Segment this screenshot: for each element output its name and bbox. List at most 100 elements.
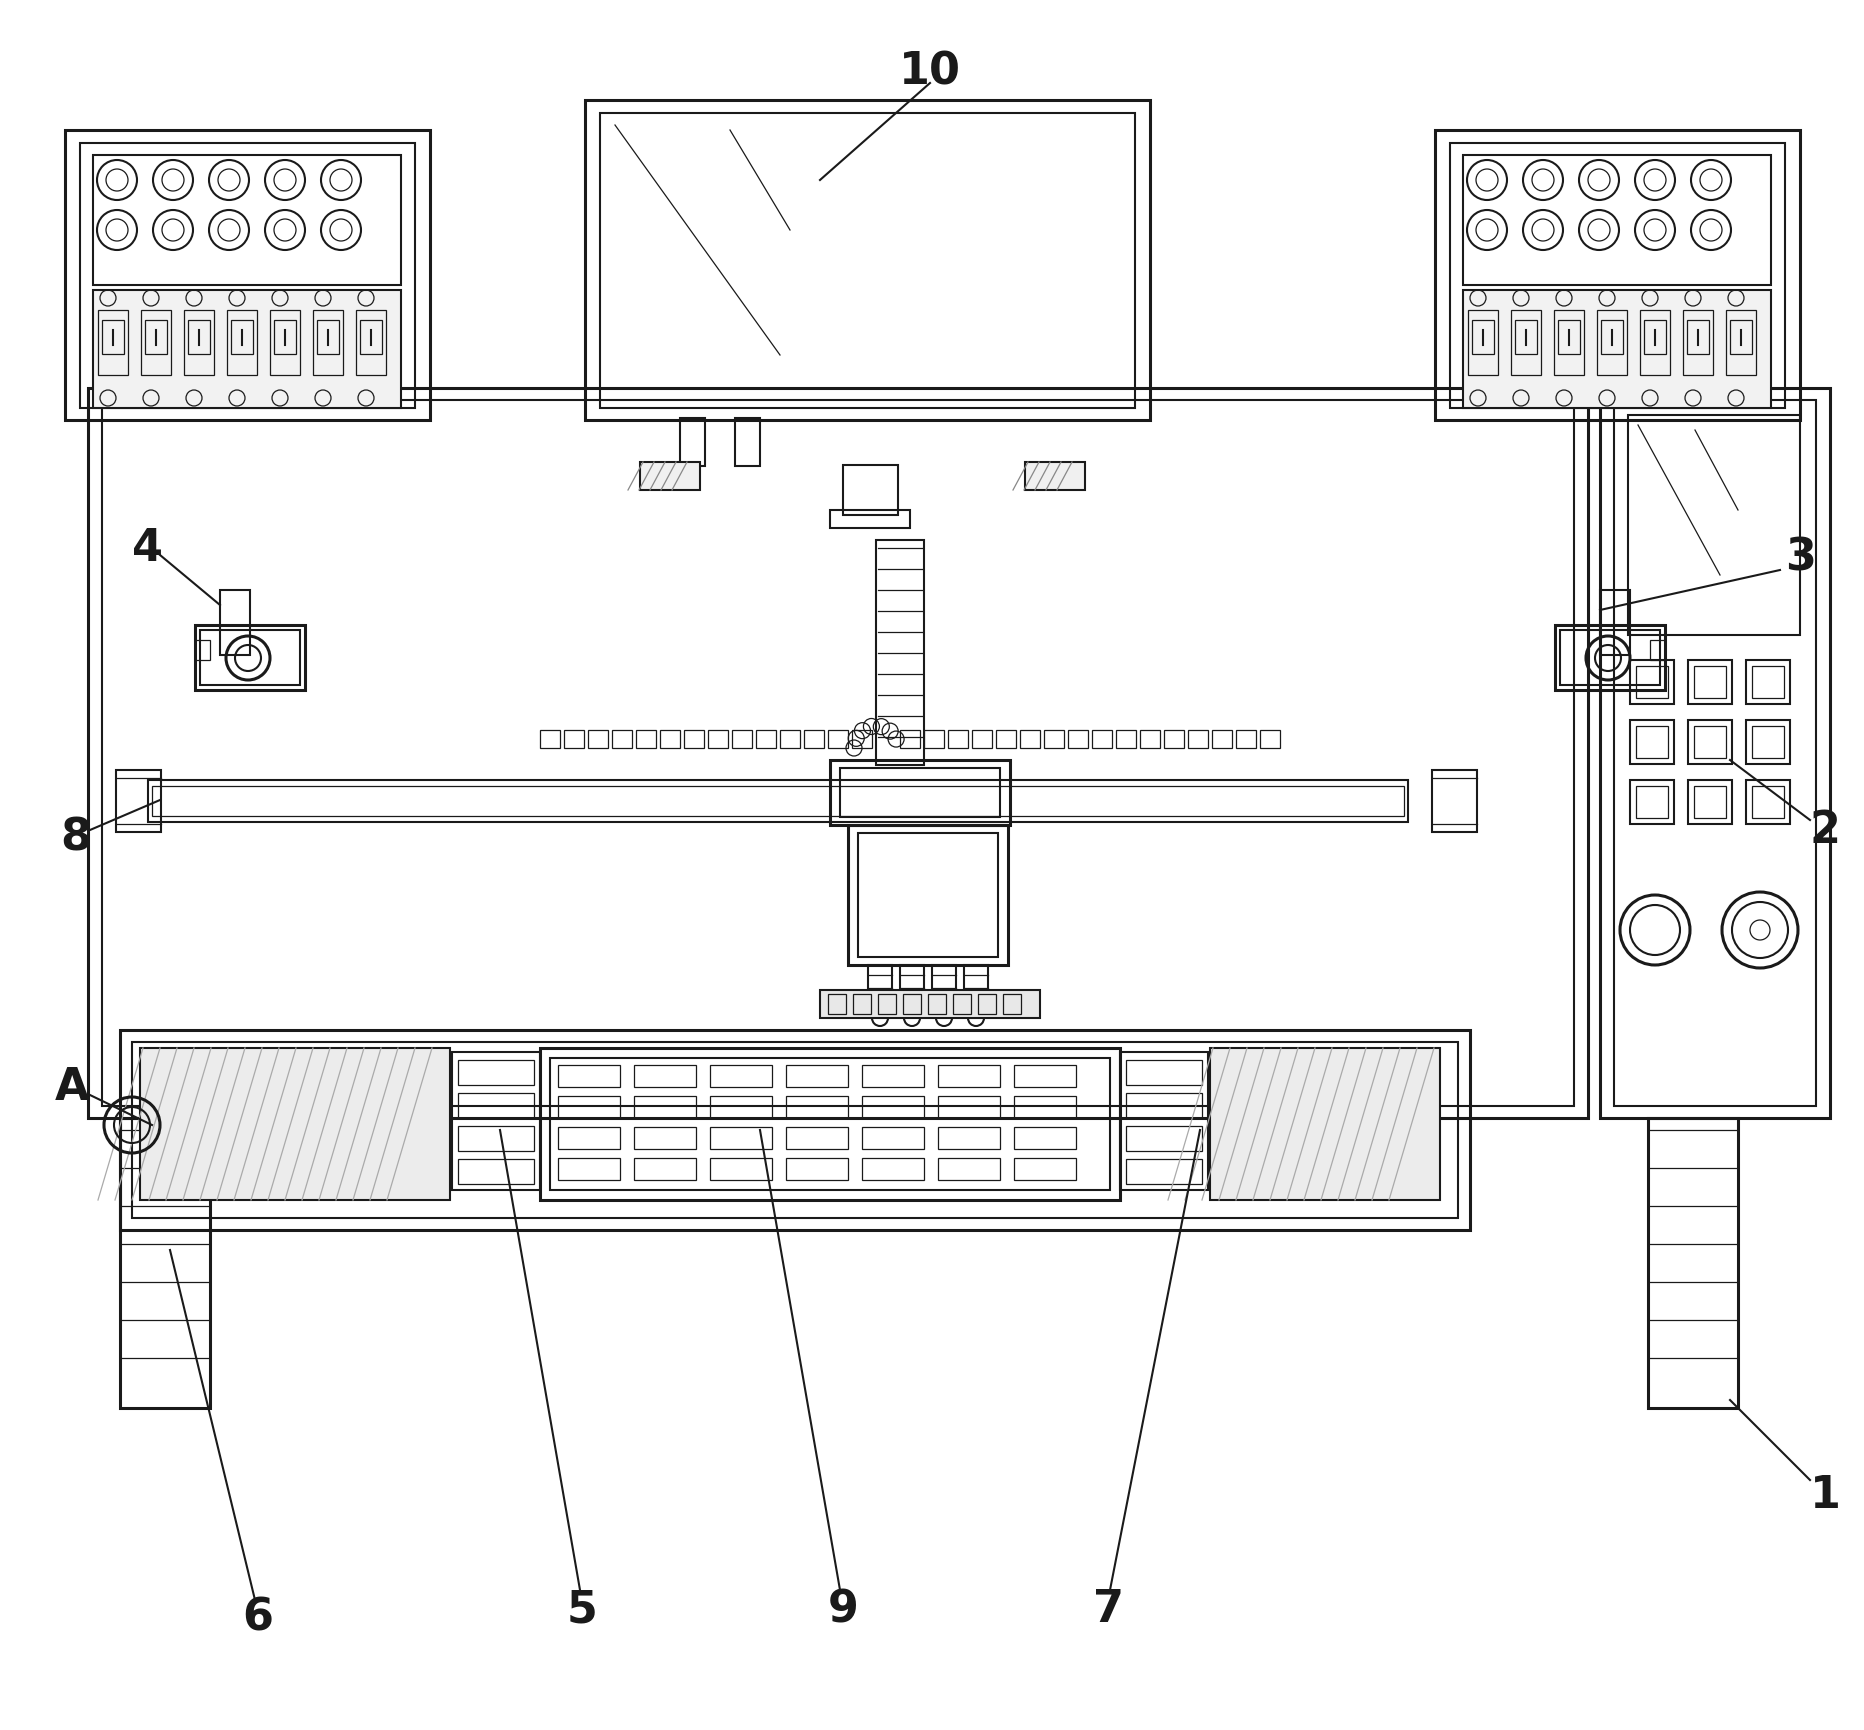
- Bar: [1635, 727, 1666, 758]
- Bar: [785, 1066, 848, 1086]
- Bar: [710, 1157, 772, 1180]
- Bar: [867, 965, 891, 1016]
- Bar: [785, 1126, 848, 1149]
- Bar: [861, 1157, 923, 1180]
- Bar: [557, 1126, 619, 1149]
- Bar: [634, 1157, 695, 1180]
- Bar: [1126, 1126, 1202, 1150]
- Text: 9: 9: [828, 1588, 857, 1631]
- Bar: [829, 759, 1010, 825]
- Bar: [557, 1097, 619, 1118]
- Text: 1: 1: [1808, 1474, 1840, 1517]
- Bar: [1693, 666, 1724, 697]
- Bar: [848, 825, 1007, 965]
- Bar: [1514, 320, 1536, 355]
- Bar: [550, 1059, 1109, 1190]
- Bar: [839, 768, 999, 817]
- Bar: [196, 625, 306, 690]
- Bar: [274, 320, 296, 355]
- Bar: [953, 995, 971, 1014]
- Bar: [938, 1126, 999, 1149]
- Bar: [734, 419, 761, 465]
- Bar: [1553, 310, 1583, 375]
- Bar: [459, 1093, 533, 1118]
- Bar: [947, 730, 967, 747]
- Bar: [1599, 388, 1829, 1118]
- Bar: [451, 1052, 541, 1190]
- Bar: [828, 995, 846, 1014]
- Bar: [600, 112, 1135, 408]
- Bar: [971, 730, 992, 747]
- Bar: [103, 400, 1573, 1105]
- Bar: [902, 995, 921, 1014]
- Bar: [1750, 666, 1784, 697]
- Bar: [964, 965, 988, 1016]
- Bar: [1627, 415, 1799, 635]
- Bar: [1745, 780, 1789, 823]
- Bar: [708, 730, 727, 747]
- Bar: [829, 510, 910, 528]
- Bar: [1448, 144, 1784, 408]
- Bar: [563, 730, 583, 747]
- Bar: [1555, 625, 1665, 690]
- Bar: [684, 730, 703, 747]
- Bar: [231, 320, 254, 355]
- Bar: [1126, 1060, 1202, 1085]
- Text: 6: 6: [242, 1597, 274, 1640]
- Bar: [459, 1126, 533, 1150]
- Bar: [1687, 661, 1732, 704]
- Bar: [119, 1118, 211, 1408]
- Bar: [1260, 730, 1279, 747]
- Bar: [360, 320, 382, 355]
- Bar: [459, 1159, 533, 1183]
- Bar: [611, 730, 632, 747]
- Bar: [1750, 785, 1784, 818]
- Bar: [843, 465, 898, 516]
- Bar: [861, 1126, 923, 1149]
- Bar: [1163, 730, 1184, 747]
- Bar: [557, 1066, 619, 1086]
- Text: 3: 3: [1784, 536, 1814, 580]
- Bar: [220, 590, 250, 656]
- Bar: [199, 630, 300, 685]
- Bar: [1461, 156, 1771, 285]
- Bar: [99, 310, 129, 375]
- Bar: [1556, 320, 1579, 355]
- Bar: [710, 1126, 772, 1149]
- Bar: [1432, 770, 1476, 832]
- Bar: [1014, 1066, 1076, 1086]
- Text: 10: 10: [898, 50, 960, 93]
- Bar: [878, 995, 895, 1014]
- Bar: [1461, 291, 1771, 408]
- Bar: [857, 834, 997, 957]
- Bar: [1014, 1157, 1076, 1180]
- Bar: [928, 995, 945, 1014]
- Bar: [317, 320, 339, 355]
- Bar: [1510, 310, 1540, 375]
- Text: 2: 2: [1808, 808, 1840, 851]
- Bar: [196, 640, 211, 661]
- Bar: [803, 730, 824, 747]
- Text: 4: 4: [132, 526, 164, 569]
- Bar: [938, 1066, 999, 1086]
- Bar: [1044, 730, 1064, 747]
- Bar: [755, 730, 775, 747]
- Bar: [1599, 320, 1622, 355]
- Bar: [634, 1126, 695, 1149]
- Bar: [1471, 320, 1493, 355]
- Bar: [938, 1097, 999, 1118]
- Bar: [153, 785, 1404, 817]
- Bar: [185, 310, 214, 375]
- Bar: [1629, 780, 1674, 823]
- Bar: [1139, 730, 1159, 747]
- Bar: [1681, 310, 1711, 375]
- Bar: [585, 100, 1150, 420]
- Bar: [587, 730, 608, 747]
- Bar: [1092, 730, 1111, 747]
- Bar: [995, 730, 1016, 747]
- Bar: [660, 730, 680, 747]
- Bar: [142, 310, 171, 375]
- Bar: [977, 995, 995, 1014]
- Bar: [1644, 320, 1665, 355]
- Bar: [634, 1097, 695, 1118]
